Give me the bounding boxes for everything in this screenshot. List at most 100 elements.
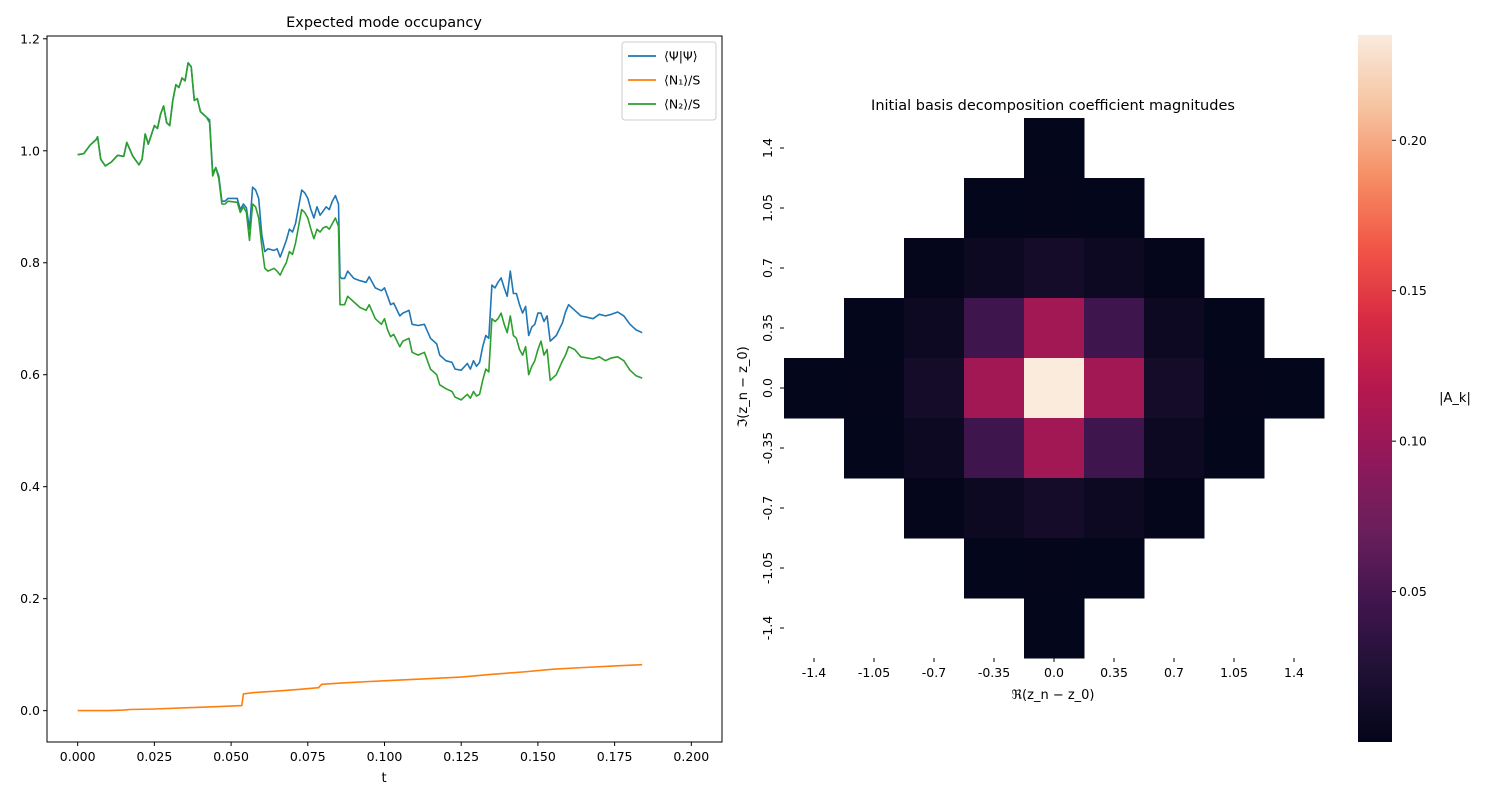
heatmap-cell: [1084, 238, 1145, 299]
colorbar-tick-label: 0.15: [1399, 283, 1427, 298]
legend-box: [621, 41, 717, 121]
legend-entry: ⟨N₁⟩/S: [664, 73, 700, 88]
colorbar-tick-label: 0.20: [1399, 133, 1427, 148]
heatmap-x-label: ℜ(z_n − z_0): [1011, 688, 1094, 703]
heatmap-cell: [964, 478, 1025, 539]
heatmap-cell: [1144, 478, 1205, 539]
x-tick-label: 0.000: [60, 749, 96, 764]
heatmap-cell: [1204, 358, 1265, 419]
heatmap-cell: [964, 238, 1025, 299]
heatmap-cell: [1024, 238, 1085, 299]
heatmap-x-axis: -1.4 -1.05 -0.7 -0.35 0.0 0.35 0.7 1.05 1.4: [802, 658, 1304, 680]
heatmap-cell: [1264, 358, 1325, 419]
colorbar-label: |A_k|: [1439, 391, 1471, 406]
y-axis: 0.0 0.2 0.4 0.6 0.8 1.0 1.2: [20, 31, 47, 718]
heatmap-cell: [1024, 178, 1085, 239]
line-series-group: [77, 62, 643, 712]
heatmap-y-tick-label: 0.0: [760, 378, 775, 398]
series-line-2: [77, 663, 643, 712]
heatmap-cell: [844, 358, 905, 419]
heatmap-y-tick-label: 0.7: [760, 258, 775, 278]
heatmap-chart: Initial basis decomposition coefficient …: [736, 35, 1471, 742]
x-tick-label: 0.175: [597, 749, 633, 764]
heatmap-y-tick-label: -1.4: [760, 616, 775, 640]
heatmap-cell: [1084, 538, 1145, 599]
heatmap-x-tick-label: -1.05: [858, 665, 890, 680]
heatmap-y-tick-label: -0.35: [760, 432, 775, 464]
series-line-3: [77, 62, 643, 401]
heatmap-cell: [1144, 418, 1205, 479]
heatmap-y-tick-label: -1.05: [760, 552, 775, 584]
y-tick-label: 1.2: [20, 31, 40, 46]
heatmap-cells: [784, 118, 1325, 659]
legend-entry: ⟨N₂⟩/S: [664, 97, 700, 112]
x-tick-label: 0.200: [673, 749, 709, 764]
heatmap-cell: [1084, 478, 1145, 539]
x-axis-label: t: [381, 771, 386, 786]
heatmap-cell: [964, 358, 1025, 419]
heatmap-cell: [1024, 418, 1085, 479]
heatmap-x-tick-label: -1.4: [802, 665, 826, 680]
heatmap-cell: [784, 358, 845, 419]
heatmap-x-tick-label: 0.35: [1100, 665, 1128, 680]
heatmap-cell: [1024, 358, 1085, 419]
heatmap-cell: [1144, 358, 1205, 419]
heatmap-cell: [964, 298, 1025, 359]
heatmap-cell: [1144, 298, 1205, 359]
x-tick-label: 0.150: [520, 749, 556, 764]
colorbar-tick-label: 0.10: [1399, 434, 1427, 449]
heatmap-y-label: ℑ(z_n − z_0): [736, 346, 751, 428]
heatmap-cell: [1084, 358, 1145, 419]
heatmap-x-tick-label: -0.35: [978, 665, 1010, 680]
heatmap-cell: [904, 238, 965, 299]
heatmap-cell: [904, 478, 965, 539]
heatmap-cell: [1084, 178, 1145, 239]
heatmap-cell: [1084, 418, 1145, 479]
y-tick-label: 0.8: [20, 255, 40, 270]
x-axis: 0.000 0.025 0.050 0.075 0.100 0.125 0.150 0.175…: [60, 742, 709, 764]
heatmap-cell: [964, 418, 1025, 479]
heatmap-cell: [844, 418, 905, 479]
heatmap-x-tick-label: 0.7: [1164, 665, 1184, 680]
heatmap-cell: [844, 298, 905, 359]
heatmap-title: Initial basis decomposition coefficient …: [871, 98, 1235, 114]
heatmap-x-tick-label: 1.05: [1220, 665, 1248, 680]
line-chart-title: Expected mode occupancy: [286, 15, 482, 31]
heatmap-x-tick-label: 0.0: [1044, 665, 1064, 680]
x-tick-label: 0.025: [136, 749, 172, 764]
heatmap-y-tick-label: -0.7: [760, 496, 775, 520]
legend-entry: ⟨Ψ|Ψ⟩: [664, 49, 698, 64]
heatmap-cell: [904, 358, 965, 419]
heatmap-cell: [1084, 298, 1145, 359]
heatmap-cell: [964, 538, 1025, 599]
y-tick-label: 1.0: [20, 143, 40, 158]
x-tick-label: 0.050: [213, 749, 249, 764]
heatmap-y-tick-label: 1.05: [760, 194, 775, 222]
heatmap-x-tick-label: 1.4: [1284, 665, 1304, 680]
heatmap-cell: [904, 298, 965, 359]
line-chart: Expected mode occupancy 0.000 0.025 0.050 0…: [20, 15, 723, 786]
heatmap-cell: [1024, 478, 1085, 539]
heatmap-cell: [1204, 298, 1265, 359]
heatmap-cell: [1024, 118, 1085, 179]
y-tick-label: 0.0: [20, 703, 40, 718]
y-tick-label: 0.6: [20, 367, 40, 382]
heatmap-x-tick-label: -0.7: [922, 665, 946, 680]
y-tick-label: 0.4: [20, 479, 40, 494]
heatmap-cell: [1024, 298, 1085, 359]
y-tick-label: 0.2: [20, 591, 40, 606]
heatmap-cell: [1204, 418, 1265, 479]
colorbar-gradient: [1358, 35, 1392, 742]
colorbar: 0.05 0.10 0.15 0.20: [1358, 35, 1427, 742]
heatmap-cell: [1024, 538, 1085, 599]
x-tick-label: 0.100: [367, 749, 403, 764]
heatmap-cell: [904, 418, 965, 479]
heatmap-cell: [964, 178, 1025, 239]
heatmap-cell: [1144, 238, 1205, 299]
colorbar-tick-label: 0.05: [1399, 584, 1427, 599]
x-tick-label: 0.075: [290, 749, 326, 764]
heatmap-cell: [1024, 598, 1085, 659]
legend: ⟨Ψ|Ψ⟩ ⟨N₁⟩/S ⟨N₂⟩/S: [621, 41, 717, 121]
x-tick-label: 0.125: [443, 749, 479, 764]
